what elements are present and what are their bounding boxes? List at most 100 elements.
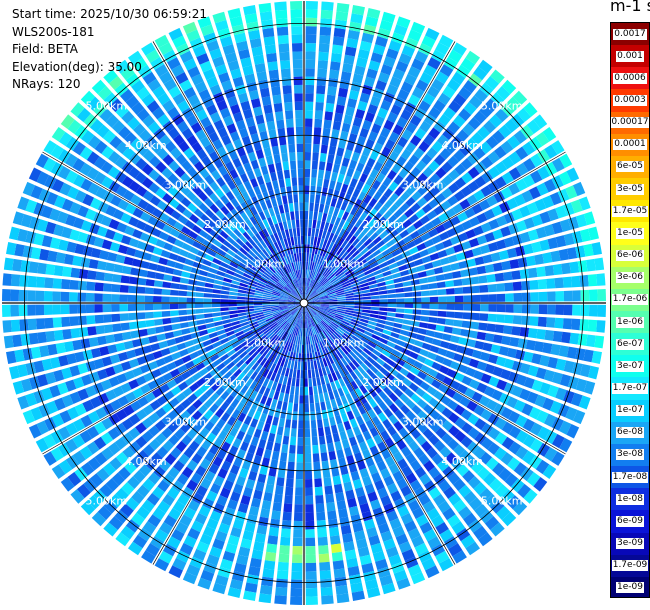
range-gate-cell (363, 204, 373, 215)
range-gate-cell (325, 240, 331, 250)
range-gate-cell (197, 347, 207, 356)
range-gate-cell (230, 103, 241, 115)
range-gate-cell (227, 334, 237, 341)
range-gate-cell (159, 71, 173, 85)
range-gate-cell (148, 335, 158, 344)
range-gate-cell (422, 500, 436, 513)
range-gate-cell (498, 467, 512, 482)
range-gate-cell (188, 320, 198, 327)
range-gate-cell (240, 201, 249, 212)
range-gate-cell (239, 362, 248, 372)
range-gate-cell (520, 467, 534, 482)
range-gate-cell (281, 520, 292, 530)
range-gate-cell (378, 194, 388, 205)
range-gate-cell (342, 366, 350, 376)
range-gate-cell (195, 129, 207, 141)
range-gate-cell (396, 16, 411, 29)
range-gate-cell (93, 156, 107, 170)
range-gate-cell (227, 95, 238, 107)
range-gate-cell (318, 51, 329, 61)
range-gate-cell (309, 394, 314, 404)
range-gate-cell (142, 149, 155, 162)
range-gate-cell (225, 269, 235, 276)
range-gate-cell (235, 381, 245, 391)
range-gate-cell (293, 84, 303, 94)
range-gate-cell (313, 271, 318, 280)
range-gate-cell (291, 554, 303, 564)
range-gate-cell (425, 269, 436, 277)
range-gate-cell (271, 86, 281, 96)
range-gate-cell (231, 341, 241, 349)
range-gate-cell (127, 476, 141, 489)
range-gate-cell (304, 252, 307, 262)
range-gate-cell (310, 326, 315, 336)
range-gate-cell (428, 106, 441, 119)
range-gate-cell (435, 521, 449, 535)
range-gate-cell (115, 104, 129, 118)
range-gate-cell (493, 145, 507, 159)
range-gate-cell (309, 279, 313, 288)
range-gate-cell (354, 300, 363, 303)
range-gate-cell (575, 213, 588, 228)
range-gate-cell (172, 329, 183, 337)
range-gate-cell (393, 277, 403, 284)
range-gate-cell (350, 279, 359, 285)
range-gate-cell (277, 365, 283, 375)
range-gate-cell (198, 89, 211, 101)
range-gate-cell (186, 404, 197, 416)
range-gate-cell (305, 68, 315, 77)
range-gate-cell (311, 280, 317, 289)
range-gate-cell (301, 286, 304, 295)
range-gate-cell (319, 265, 325, 274)
range-gate-cell (311, 227, 316, 237)
range-gate-cell (269, 253, 277, 263)
range-gate-cell (117, 199, 130, 211)
range-gate-cell (146, 327, 157, 336)
range-gate-cell (289, 160, 297, 170)
range-gate-cell (450, 262, 460, 271)
range-gate-cell (292, 245, 296, 254)
range-gate-cell (53, 369, 65, 382)
range-gate-cell (363, 24, 377, 36)
range-gate-cell (261, 19, 274, 30)
range-gate-cell (452, 114, 466, 128)
range-gate-cell (562, 318, 572, 330)
range-gate-cell (393, 387, 404, 398)
range-gate-cell (352, 522, 364, 533)
range-gate-cell (404, 297, 414, 303)
range-gate-cell (285, 177, 292, 187)
range-gate-cell (448, 169, 460, 181)
range-gate-cell (254, 290, 264, 295)
range-gate-cell (279, 307, 289, 311)
range-gate-cell (89, 119, 104, 133)
range-gate-cell (184, 258, 195, 267)
range-gate-cell (258, 320, 267, 326)
range-gate-cell (142, 345, 153, 354)
range-gate-cell (192, 399, 203, 410)
range-gate-cell (250, 462, 260, 473)
range-gate-cell (549, 400, 562, 415)
range-gate-cell (216, 270, 226, 277)
range-gate-cell (272, 252, 279, 261)
range-gate-cell (278, 318, 286, 326)
range-gate-cell (136, 312, 146, 320)
range-gate-cell (219, 107, 231, 119)
field-name: Field: BETA (12, 42, 78, 56)
range-gate-cell (354, 387, 363, 398)
range-gate-cell (427, 275, 437, 283)
range-gate-cell (436, 317, 446, 325)
range-gate-cell (435, 42, 450, 56)
range-gate-cell (140, 260, 150, 269)
range-gate-cell (314, 110, 323, 120)
range-gate-cell (350, 216, 359, 226)
range-gate-cell (244, 582, 258, 593)
range-gate-cell (244, 269, 253, 277)
range-gate-cell (438, 303, 447, 310)
range-gate-cell (161, 414, 173, 426)
range-gate-cell (542, 342, 553, 354)
range-gate-cell (368, 208, 378, 218)
range-gate-cell (195, 219, 206, 229)
range-gate-cell (317, 60, 328, 70)
range-gate-cell (162, 120, 175, 133)
range-gate-cell (360, 315, 370, 320)
